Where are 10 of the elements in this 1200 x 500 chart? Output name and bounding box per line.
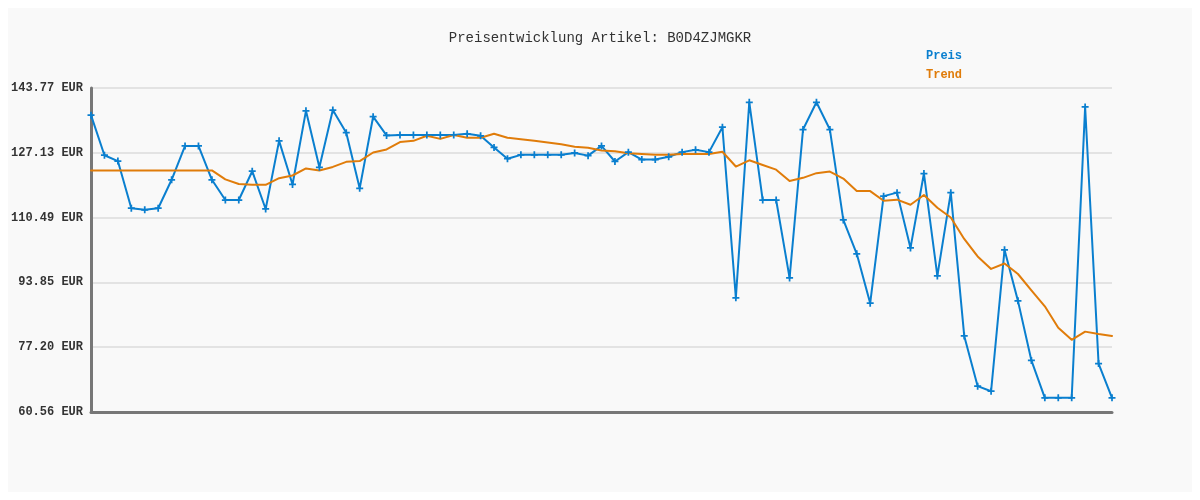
text: Trend: [925, 68, 963, 82]
y-tick-label: 60.56 EUR: [18, 405, 84, 419]
y-tick-label: 110.49 EUR: [11, 210, 84, 225]
y-tick-label: 93.85 EUR: [18, 275, 84, 290]
y-tick-label: 143.77 EUR: [11, 81, 84, 95]
chart-title: Preisentwicklung Artikel: B0D4ZJMGKR: [448, 30, 752, 46]
text: Preis: [925, 49, 963, 63]
y-tick-label: 127.13 EUR: [11, 145, 84, 160]
y-tick-label: 77.20 EUR: [18, 340, 84, 355]
line-series: [90, 132, 1113, 341]
